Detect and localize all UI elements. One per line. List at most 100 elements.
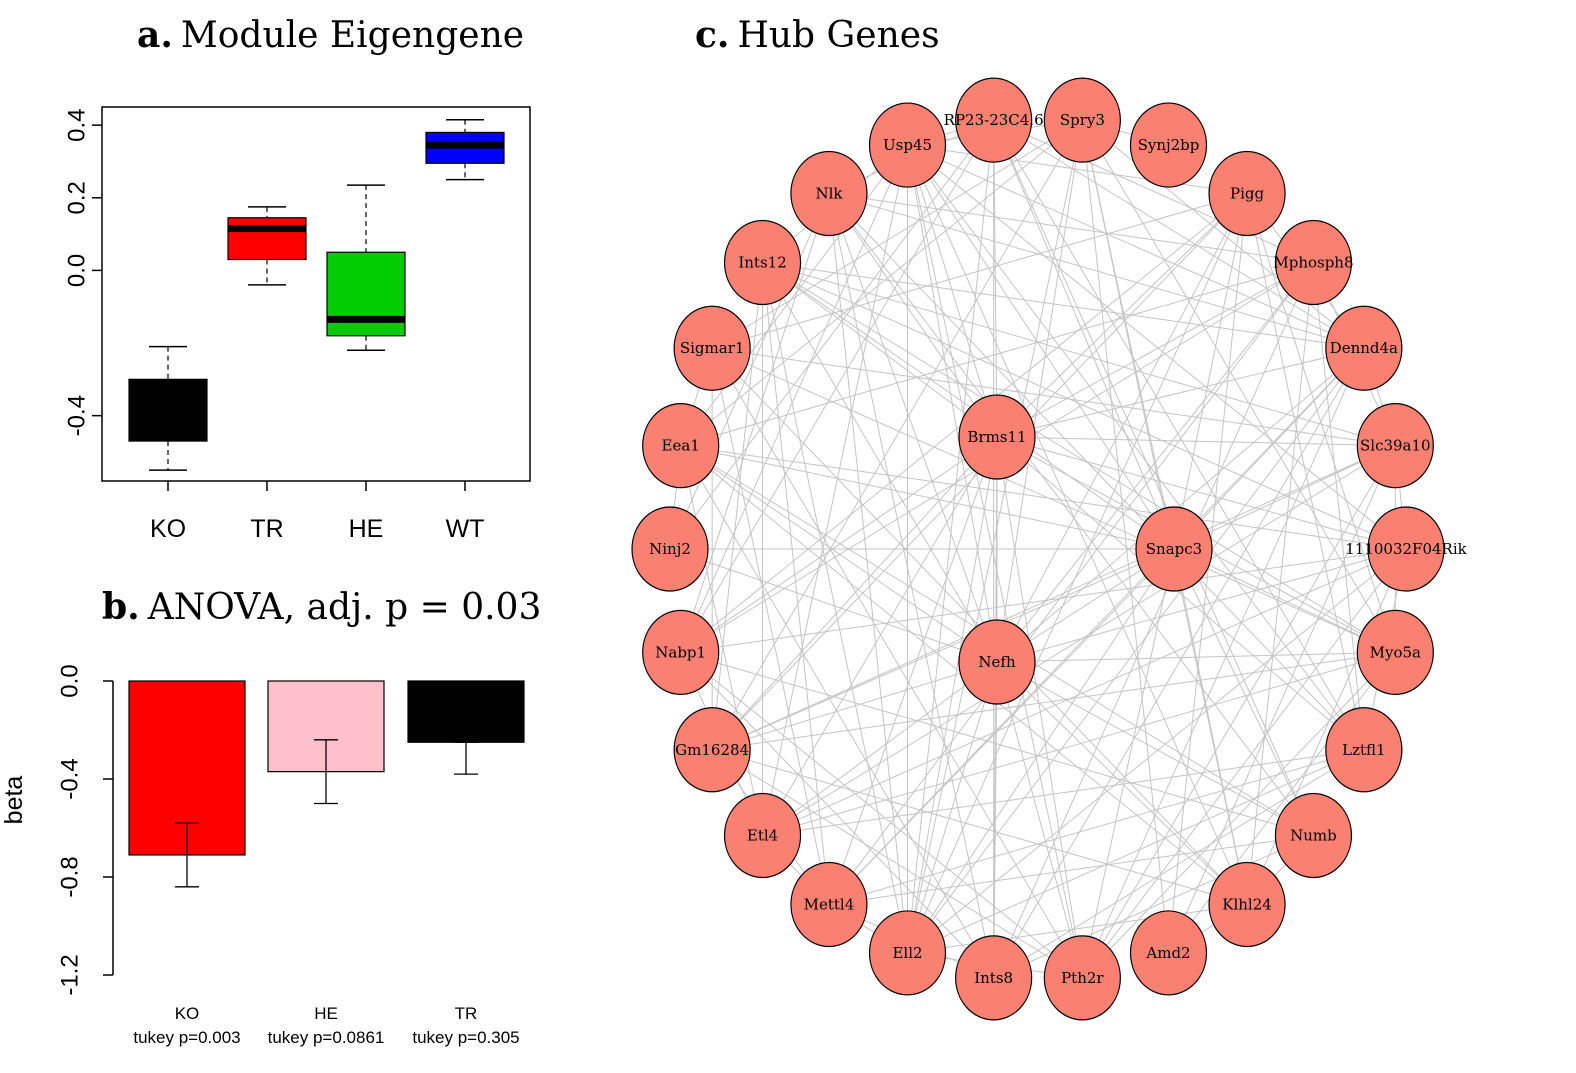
boxplot-box <box>227 217 307 261</box>
network-edge <box>996 120 1083 663</box>
network-edge <box>711 119 1083 751</box>
network-edge <box>762 262 998 663</box>
network-node-label: Ninj2 <box>649 540 691 558</box>
network-node-label: Ell2 <box>892 944 922 962</box>
network-node-label: Gm16284 <box>675 741 749 759</box>
network-node-label: Snapc3 <box>1146 540 1202 558</box>
network-edge <box>711 348 830 905</box>
network-edge <box>996 436 1396 447</box>
network-edge <box>996 661 1083 978</box>
network-edge <box>762 262 1175 550</box>
network-edge <box>907 144 1248 905</box>
network-edge <box>1173 445 1396 550</box>
network-node <box>642 609 720 695</box>
network-edge <box>996 193 1248 663</box>
network-node <box>1129 102 1208 188</box>
network-edge <box>1246 548 1407 905</box>
network-edge <box>712 661 998 751</box>
network-edge <box>762 548 1407 836</box>
bar-x-label: HE <box>314 1004 338 1023</box>
network-edge <box>762 749 1364 836</box>
network-edge <box>993 119 1365 349</box>
network-edge <box>1081 348 1365 979</box>
network-edge <box>907 548 1175 954</box>
network-node <box>1274 219 1353 306</box>
panel-a-letter: a. <box>137 14 173 56</box>
network-node-label: Numb <box>1290 826 1337 844</box>
network-edge <box>907 120 995 953</box>
boxplot-y-tick-label: 0.2 <box>63 181 90 214</box>
network-edge <box>996 193 1248 438</box>
network-edge <box>712 347 1396 447</box>
network-edge <box>907 193 1248 954</box>
network-edge <box>828 193 1365 751</box>
network-edge <box>711 445 1396 751</box>
network-edge <box>680 119 1083 447</box>
network-node-label: Klhl24 <box>1222 896 1272 914</box>
network-edge <box>711 262 764 750</box>
network-edge <box>1312 262 1365 750</box>
network-edge <box>993 347 1365 979</box>
bar-x-sublabel: tukey p=0.003 <box>133 1028 240 1047</box>
network-edge <box>907 548 1407 954</box>
network-node <box>673 707 751 793</box>
network-edge <box>828 193 998 663</box>
network-edge <box>762 262 1396 653</box>
network-edge <box>711 347 1396 653</box>
network-edge <box>680 652 995 979</box>
network-edge <box>1246 193 1396 653</box>
network-edge <box>828 192 1364 349</box>
network-node-label: Sigmar1 <box>680 339 745 357</box>
network-edge <box>712 192 1248 349</box>
panel-c-title: c. Hub Genes <box>695 14 940 56</box>
bar-y-axis-label: beta <box>0 776 28 825</box>
network-edge <box>680 144 908 653</box>
network-edge <box>1081 652 1396 979</box>
boxplot-x-label: HE <box>349 515 384 543</box>
network-node-label: Nefh <box>978 653 1016 671</box>
network-edge <box>1167 193 1248 953</box>
boxplot-y-tick-label: 0.4 <box>63 108 90 141</box>
network-node <box>958 394 1036 480</box>
boxplot-y-axis: -0.4 0.0 0.2 0.4 <box>63 108 102 436</box>
bar-y-axis: -1.2 -0.8 -0.4 0.0 <box>56 664 114 996</box>
network-edge <box>762 262 1396 447</box>
network-node <box>868 910 947 996</box>
network-edge <box>993 119 1175 550</box>
network-node <box>1367 506 1445 592</box>
network-edge <box>996 262 1314 438</box>
bar-x-label: KO <box>175 1004 200 1023</box>
network-edge <box>828 548 1175 905</box>
network-node-label: 1110032F04Rik <box>1345 540 1467 558</box>
network-edge <box>828 193 1314 836</box>
network-node <box>1325 305 1403 391</box>
network-edge <box>680 445 764 836</box>
network-edge <box>1173 548 1248 905</box>
panel-b-letter: b. <box>102 586 140 628</box>
network-edge <box>680 262 1314 447</box>
network-edge <box>680 193 830 653</box>
network-node <box>958 619 1036 705</box>
boxplot-y-tick-label: 0.0 <box>63 254 90 287</box>
network-node-label: Etl4 <box>747 826 778 844</box>
network-edge <box>762 651 1396 836</box>
network-edge <box>907 144 998 663</box>
network-edge <box>762 262 830 905</box>
network-node <box>631 506 709 592</box>
boxplot-marks <box>128 118 505 471</box>
network-edge <box>1246 193 1365 750</box>
network-edge <box>907 661 998 954</box>
network-edge <box>1081 445 1396 979</box>
network-node <box>1356 609 1434 695</box>
boxplot-chart: -0.4 0.0 0.2 0.4 KO TR HE WT <box>63 106 531 543</box>
network-edge <box>711 119 1083 349</box>
network-node <box>723 219 802 306</box>
network-edge <box>680 144 908 446</box>
network-node <box>1325 707 1403 793</box>
panel-c-title-text: Hub Genes <box>737 15 939 56</box>
network-nodes: Spry3 Synj2bp Pigg Mphosph8 Dennd4a Slc39a10 1… <box>631 77 1468 1021</box>
network-edge <box>1173 548 1396 653</box>
network-edge <box>996 661 1314 836</box>
boxplot-box <box>326 251 406 337</box>
network-edge <box>993 262 1314 979</box>
